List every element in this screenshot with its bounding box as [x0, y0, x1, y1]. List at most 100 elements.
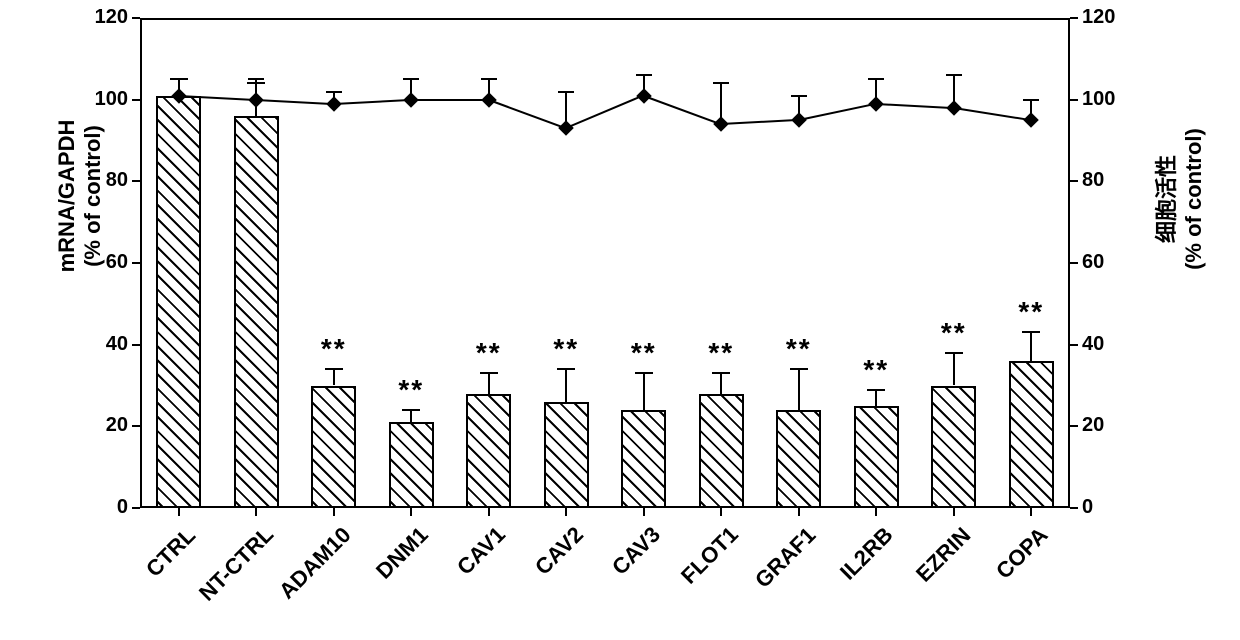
bar-error-cap [557, 368, 575, 370]
y-right-tick [1070, 180, 1078, 182]
bar-error-cap [325, 368, 343, 370]
line-error [488, 79, 490, 99]
y-right-tick [1070, 99, 1078, 101]
bar-error-cap [712, 372, 730, 374]
bar [311, 386, 356, 509]
y-left-tick-label: 20 [68, 414, 128, 437]
y-left-tick [132, 507, 140, 509]
line-error-cap [868, 78, 884, 80]
y-left-tick-label: 0 [68, 496, 128, 519]
line-error [565, 92, 567, 129]
bar-error-cap [480, 372, 498, 374]
y-right-tick-label: 60 [1082, 251, 1142, 274]
x-category-label: IL2RB [835, 522, 898, 585]
bar-error [565, 369, 567, 402]
bar-error [643, 373, 645, 410]
significance-marker: ** [1018, 296, 1044, 328]
x-tick [643, 508, 645, 516]
x-tick [488, 508, 490, 516]
x-category-label: CAV1 [452, 522, 511, 581]
bar-error-cap [635, 372, 653, 374]
line-error-cap [713, 82, 729, 84]
y-left-tick-label: 60 [68, 251, 128, 274]
x-tick [333, 508, 335, 516]
x-category-label: ADAM10 [274, 522, 356, 604]
significance-marker: ** [321, 333, 347, 365]
y-left-tick-label: 120 [68, 6, 128, 29]
bar [234, 116, 279, 508]
significance-marker: ** [476, 337, 502, 369]
significance-marker: ** [553, 333, 579, 365]
y-right-label: 细胞活性 (% of control) [1149, 109, 1207, 289]
x-category-label: CAV3 [607, 522, 666, 581]
y-right-tick-label: 80 [1082, 169, 1142, 192]
bar-error [953, 353, 955, 386]
y-left-tick [132, 425, 140, 427]
bar-error-cap [1022, 331, 1040, 333]
line-error-cap [326, 91, 342, 93]
x-tick [720, 508, 722, 516]
y-left-tick-label: 80 [68, 169, 128, 192]
significance-marker: ** [786, 333, 812, 365]
significance-marker: ** [941, 317, 967, 349]
bar [466, 394, 511, 508]
x-tick [953, 508, 955, 516]
x-tick [1030, 508, 1032, 516]
line-error [875, 79, 877, 104]
bar [699, 394, 744, 508]
x-tick [410, 508, 412, 516]
bar-error-cap [402, 409, 420, 411]
line-error [643, 75, 645, 95]
y-right-tick-label: 20 [1082, 414, 1142, 437]
bar [621, 410, 666, 508]
bar [544, 402, 589, 508]
y-left-tick [132, 17, 140, 19]
y-right-tick-label: 100 [1082, 88, 1142, 111]
line-error [410, 79, 412, 99]
bar-error [1030, 332, 1032, 361]
y-right-tick [1070, 262, 1078, 264]
bar [1009, 361, 1054, 508]
x-category-label: CAV2 [530, 522, 589, 581]
x-tick [255, 508, 257, 516]
x-category-label: NT-CTRL [194, 522, 279, 607]
line-error-cap [171, 78, 187, 80]
significance-marker: ** [631, 337, 657, 369]
bar-error-cap [790, 368, 808, 370]
y-right-tick-label: 40 [1082, 333, 1142, 356]
line-error [178, 79, 180, 95]
line-error [798, 96, 800, 121]
y-left-tick-label: 40 [68, 333, 128, 356]
bar [854, 406, 899, 508]
bar-error-cap [867, 389, 885, 391]
x-category-label: COPA [991, 522, 1053, 584]
bar-error [488, 373, 490, 393]
x-tick [875, 508, 877, 516]
y-right-tick [1070, 17, 1078, 19]
y-right-tick [1070, 344, 1078, 346]
line-error [1030, 100, 1032, 120]
x-category-label: GRAF1 [750, 522, 821, 593]
x-category-label: FLOT1 [676, 522, 744, 590]
line-error-cap [248, 78, 264, 80]
bar [156, 96, 201, 508]
y-left-tick [132, 262, 140, 264]
y-left-tick [132, 99, 140, 101]
figure: { "chart":{ "type":"bar+line dual-axis",… [0, 0, 1240, 640]
y-left-tick [132, 180, 140, 182]
line-error [255, 79, 257, 99]
line-error [720, 83, 722, 124]
line-error-cap [1023, 99, 1039, 101]
x-tick [798, 508, 800, 516]
y-left-tick-label: 100 [68, 88, 128, 111]
bar [389, 422, 434, 508]
y-right-tick [1070, 425, 1078, 427]
significance-marker: ** [863, 354, 889, 386]
line-error-cap [636, 74, 652, 76]
x-tick [565, 508, 567, 516]
x-tick [178, 508, 180, 516]
x-category-label: CTRL [141, 522, 201, 582]
bar-error [333, 369, 335, 385]
significance-marker: ** [398, 374, 424, 406]
line-error-cap [558, 91, 574, 93]
